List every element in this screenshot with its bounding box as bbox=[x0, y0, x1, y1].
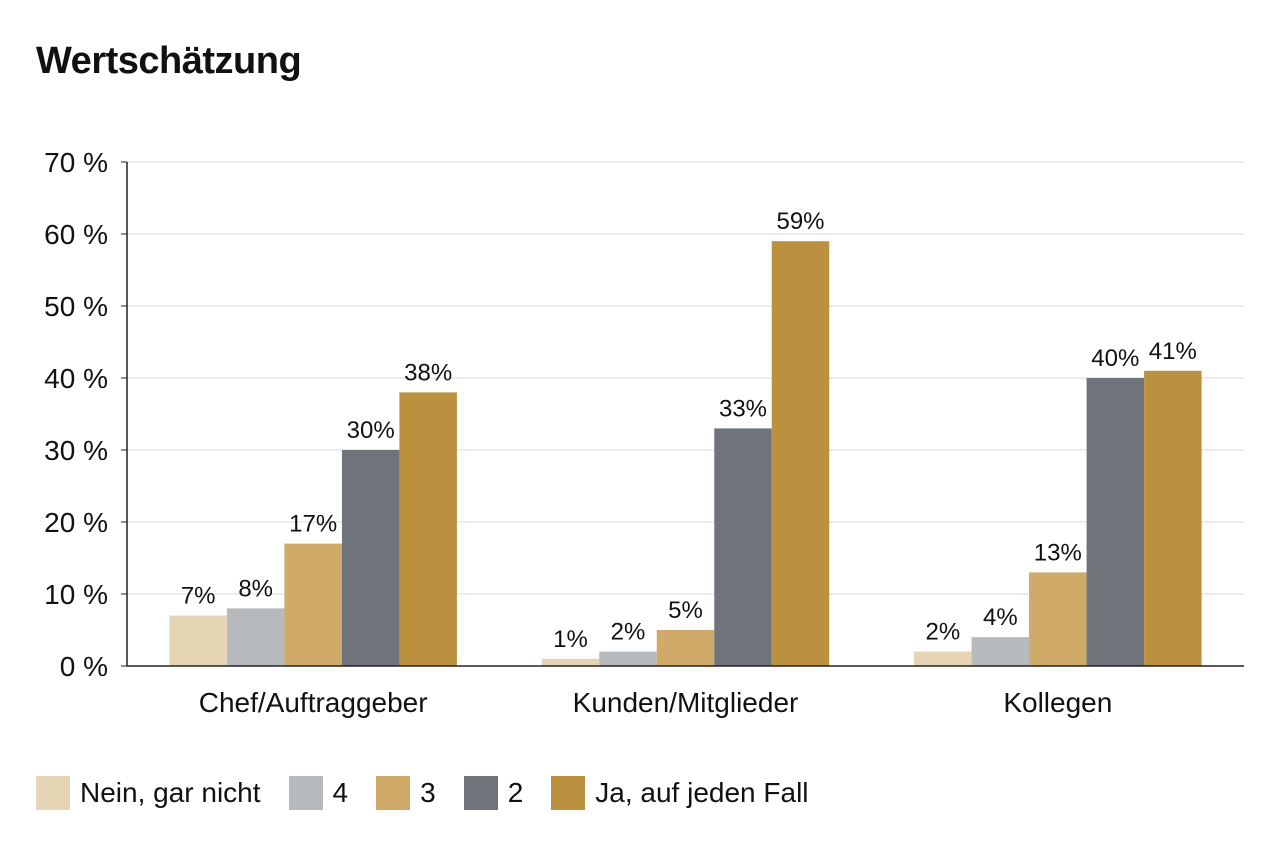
bar-value-label: 2% bbox=[925, 619, 960, 646]
legend-item-ja: Ja, auf jeden Fall bbox=[551, 776, 809, 810]
legend-label: Nein, gar nicht bbox=[80, 777, 261, 808]
bar-value-label: 41% bbox=[1149, 338, 1197, 365]
bar bbox=[971, 637, 1030, 666]
y-tick-label: 10 % bbox=[44, 579, 108, 610]
bar-chart: 0 % 10 % 20 % 30 % 40 % 50 % 60 % 70 % 7% 8% 17% 30… bbox=[44, 147, 1244, 718]
bar bbox=[1086, 378, 1145, 666]
bar-value-label: 17% bbox=[289, 511, 337, 538]
chart-title: Wertschätzung bbox=[36, 40, 302, 82]
bar-value-label: 38% bbox=[404, 359, 452, 386]
bar-value-label: 8% bbox=[238, 575, 273, 602]
bar-value-label: 4% bbox=[983, 604, 1018, 631]
x-category-label: Kollegen bbox=[1003, 687, 1112, 718]
bar bbox=[771, 241, 830, 666]
bar-value-label: 30% bbox=[347, 417, 395, 444]
bar-value-label: 59% bbox=[776, 208, 824, 235]
bar bbox=[1144, 370, 1202, 666]
legend: Nein, gar nicht 4 3 2 Ja, auf jeden Fall bbox=[36, 776, 837, 810]
bar bbox=[169, 615, 227, 666]
legend-item-nein: Nein, gar nicht bbox=[36, 776, 261, 810]
bar bbox=[599, 651, 657, 666]
bar bbox=[541, 658, 600, 666]
y-tick-label: 70 % bbox=[44, 147, 108, 178]
bar-value-label: 1% bbox=[553, 626, 588, 653]
legend-label: 4 bbox=[332, 777, 349, 808]
bar bbox=[399, 392, 457, 666]
bar-value-label: 5% bbox=[668, 597, 703, 624]
y-tick-label: 0 % bbox=[60, 651, 108, 682]
bar-value-label: 33% bbox=[719, 395, 767, 422]
legend-label: Ja, auf jeden Fall bbox=[595, 777, 809, 808]
bar bbox=[226, 608, 285, 666]
x-category-label: Chef/Auftraggeber bbox=[199, 687, 428, 718]
y-tick-label: 60 % bbox=[44, 219, 108, 250]
legend-item-4: 4 bbox=[288, 776, 349, 810]
legend-swatch bbox=[36, 776, 70, 810]
y-tick-label: 30 % bbox=[44, 435, 108, 466]
legend-item-2: 2 bbox=[463, 776, 524, 810]
bar-value-label: 2% bbox=[611, 619, 646, 646]
bar-value-label: 40% bbox=[1091, 345, 1139, 372]
legend-swatch bbox=[551, 776, 586, 810]
x-category-label: Kunden/Mitglieder bbox=[573, 687, 799, 718]
bar bbox=[341, 450, 400, 666]
bar bbox=[656, 630, 715, 666]
bar bbox=[914, 651, 972, 666]
bar bbox=[284, 543, 342, 666]
bar bbox=[1029, 572, 1087, 666]
legend-swatch bbox=[463, 776, 498, 810]
y-tick-label: 40 % bbox=[44, 363, 108, 394]
legend-label: 3 bbox=[420, 777, 436, 808]
legend-swatch bbox=[376, 776, 411, 810]
bar-value-label: 7% bbox=[181, 583, 216, 610]
legend-label: 2 bbox=[507, 777, 524, 808]
y-tick-label: 20 % bbox=[44, 507, 108, 538]
bar-value-label: 13% bbox=[1034, 539, 1082, 566]
legend-swatch bbox=[288, 776, 323, 810]
bar bbox=[714, 428, 772, 666]
legend-item-3: 3 bbox=[376, 776, 436, 810]
y-tick-label: 50 % bbox=[44, 291, 108, 322]
